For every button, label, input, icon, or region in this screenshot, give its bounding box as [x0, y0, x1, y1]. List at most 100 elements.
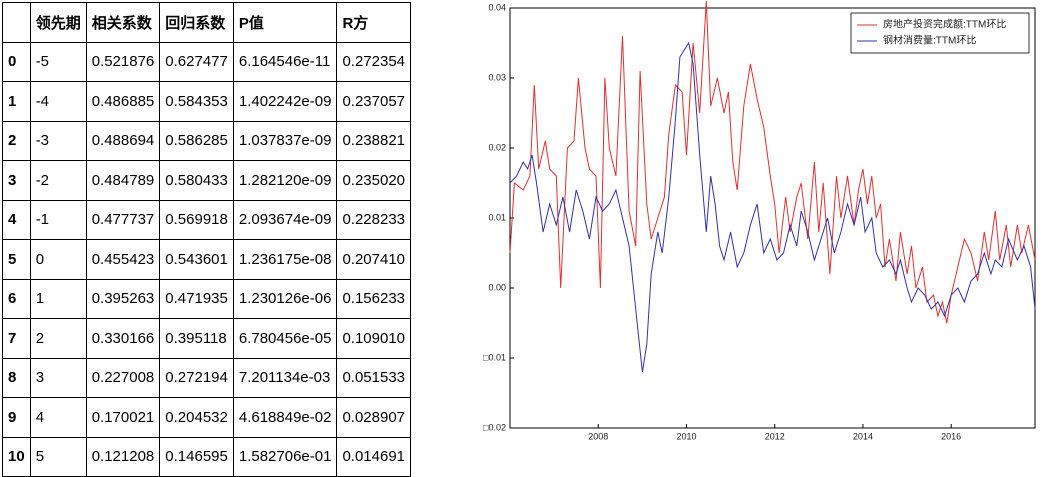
table-row: 9 4 0.170021 0.204532 4.618849e-02 0.028907 [2, 397, 412, 438]
table-row: 4 -1 0.477737 0.569918 2.093674e-09 0.228233 [2, 199, 412, 240]
y-tick-label: 0.04 [488, 2, 506, 12]
table-cell: 0.028907 [336, 397, 412, 438]
x-tick-label: 2016 [941, 431, 961, 441]
table-cell: 1.236175e-08 [232, 239, 338, 280]
table-row: 5 0 0.455423 0.543601 1.236175e-08 0.207410 [2, 239, 412, 280]
table-cell: 0.484789 [85, 160, 161, 201]
x-tick-label: 2008 [588, 431, 608, 441]
table-cell: 0.395263 [85, 278, 161, 319]
table-cell: 0.521876 [85, 41, 161, 82]
table-cell: -1 [29, 199, 87, 240]
table-cell: 0.486885 [85, 81, 161, 122]
table-row: 0 -5 0.521876 0.627477 6.164546e-11 0.272354 [2, 41, 412, 82]
table-cell: 0.014691 [336, 436, 412, 477]
y-tick-label: 0.03 [488, 72, 506, 82]
table-cell: 0.121208 [85, 436, 161, 477]
table-cell: 0.580433 [159, 160, 234, 201]
column-header: 领先期 [29, 2, 87, 43]
row-index: 5 [2, 239, 31, 280]
table-cell: 3 [29, 357, 87, 398]
column-header: R方 [336, 2, 412, 43]
x-tick-label: 2014 [853, 431, 873, 441]
table-row: 1 -4 0.486885 0.584353 1.402242e-09 0.237057 [2, 81, 412, 122]
table-cell: 6.780456e-05 [232, 318, 338, 359]
table-cell: 0.627477 [159, 41, 234, 82]
table-cell: 1.037837e-09 [232, 120, 338, 161]
table-cell: 2 [29, 318, 87, 359]
table-cell: 0.330166 [85, 318, 161, 359]
table-cell: -2 [29, 160, 87, 201]
table-cell: 0.477737 [85, 199, 161, 240]
table-cell: 0.207410 [336, 239, 412, 280]
header-row: 领先期 相关系数 回归系数 P值 R方 [2, 2, 412, 43]
row-index: 0 [2, 41, 31, 82]
table-cell: 0.569918 [159, 199, 234, 240]
legend-label: 房地产投资完成额:TTM环比 [883, 18, 1006, 31]
table-cell: 0.586285 [159, 120, 234, 161]
table-cell: -4 [29, 81, 87, 122]
table-cell: 0.228233 [336, 199, 412, 240]
table-cell: 0.238821 [336, 120, 412, 161]
table-row: 3 -2 0.484789 0.580433 1.282120e-09 0.235020 [2, 160, 412, 201]
y-tick-label: □0.01 [483, 352, 506, 362]
column-header: 回归系数 [159, 2, 234, 43]
table-cell: 1.402242e-09 [232, 81, 338, 122]
table-cell: 0.235020 [336, 160, 412, 201]
legend-box [850, 12, 1030, 54]
table-cell: 1.282120e-09 [232, 160, 338, 201]
corner-cell [2, 2, 31, 43]
table-cell: 7.201134e-03 [232, 357, 338, 398]
table-cell: 0.471935 [159, 278, 234, 319]
row-index: 2 [2, 120, 31, 161]
legend-label: 钢材消费量:TTM环比 [883, 34, 976, 47]
row-index: 8 [2, 357, 31, 398]
table-cell: 0.109010 [336, 318, 412, 359]
table-row: 10 5 0.121208 0.146595 1.582706e-01 0.014691 [2, 436, 412, 477]
series-line [509, 41, 1036, 373]
table-cell: 0.237057 [336, 81, 412, 122]
table-row: 7 2 0.330166 0.395118 6.780456e-05 0.109010 [2, 318, 412, 359]
table-cell: 0.272354 [336, 41, 412, 82]
table-cell: 0.272194 [159, 357, 234, 398]
table-cell: 0.584353 [159, 81, 234, 122]
row-index: 10 [2, 436, 31, 477]
table-cell: 0.204532 [159, 397, 234, 438]
table-cell: 2.093674e-09 [232, 199, 338, 240]
table-cell: 1.582706e-01 [232, 436, 338, 477]
series-line [509, 0, 1036, 324]
table-cell: 4 [29, 397, 87, 438]
table-cell: 0.395118 [159, 318, 234, 359]
regression-table: 领先期 相关系数 回归系数 P值 R方 0 -5 0.521876 0.627477 6.1645… [2, 2, 412, 477]
table-cell: -3 [29, 120, 87, 161]
table-cell: 0.227008 [85, 357, 161, 398]
column-header: 相关系数 [85, 2, 161, 43]
table-cell: 4.618849e-02 [232, 397, 338, 438]
x-tick-label: 2012 [765, 431, 785, 441]
table-row: 6 1 0.395263 0.471935 1.230126e-06 0.156233 [2, 278, 412, 319]
table-row: 2 -3 0.488694 0.586285 1.037837e-09 0.238821 [2, 120, 412, 161]
table-cell: 1.230126e-06 [232, 278, 338, 319]
row-index: 7 [2, 318, 31, 359]
row-index: 3 [2, 160, 31, 201]
plot-frame [509, 7, 1036, 429]
table-cell: 0.156233 [336, 278, 412, 319]
row-index: 6 [2, 278, 31, 319]
table-cell: 0.543601 [159, 239, 234, 280]
column-header: P值 [232, 2, 338, 43]
y-tick-label: □0.02 [483, 422, 506, 432]
x-tick-label: 2010 [676, 431, 696, 441]
y-tick-label: 0.00 [488, 282, 506, 292]
y-tick-label: 0.02 [488, 142, 506, 152]
table-cell: 0.051533 [336, 357, 412, 398]
table-cell: 0 [29, 239, 87, 280]
line-chart: □0.02 □0.01 0.00 0.01 0.02 0.03 0.04 2008 2010 20… [483, 0, 1036, 441]
table-row: 8 3 0.227008 0.272194 7.201134e-03 0.051533 [2, 357, 412, 398]
table-cell: -5 [29, 41, 87, 82]
table-cell: 0.170021 [85, 397, 161, 438]
row-index: 1 [2, 81, 31, 122]
table-cell: 0.146595 [159, 436, 234, 477]
row-index: 4 [2, 199, 31, 240]
row-index: 9 [2, 397, 31, 438]
table-cell: 5 [29, 436, 87, 477]
